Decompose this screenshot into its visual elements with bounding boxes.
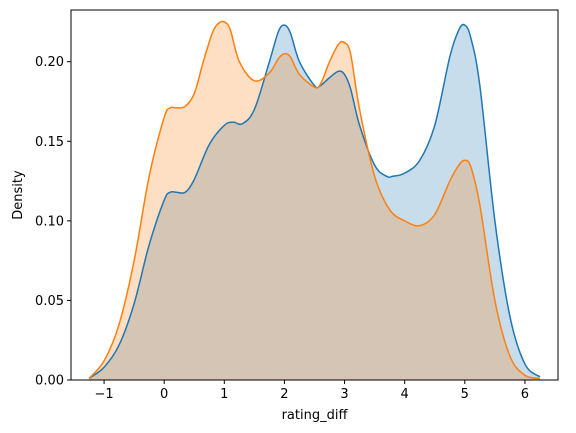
x-axis-label: rating_diff [282, 408, 349, 423]
x-tick-label: −1 [94, 387, 113, 402]
lines-layer [88, 20, 541, 380]
x-tick-label: 6 [521, 387, 529, 402]
density-fill-series-1 [89, 24, 540, 380]
axes-layer: −1 0 1 2 3 4 5 6 0.00 0.05 0.10 0.15 0.20 [35, 9, 559, 402]
plot-frame [70, 9, 559, 381]
x-tick-label: 5 [461, 387, 469, 402]
y-tick-label: 0.05 [35, 294, 64, 309]
x-tick-label: 2 [280, 387, 288, 402]
y-tick-label: 0.00 [35, 374, 64, 389]
x-tick-label: 4 [401, 387, 409, 402]
x-tick-label: 0 [160, 387, 168, 402]
density-fill-series-2 [89, 21, 540, 380]
x-tick-label: 1 [220, 387, 228, 402]
fills-layer [89, 21, 540, 380]
y-tick-label: 0.10 [35, 214, 64, 229]
density-line-series-2 [88, 20, 541, 380]
x-tick-label: 3 [340, 387, 348, 402]
y-tick-label: 0.15 [35, 135, 64, 150]
y-tick-label: 0.20 [35, 55, 64, 70]
y-axis-label: Density [11, 170, 26, 220]
